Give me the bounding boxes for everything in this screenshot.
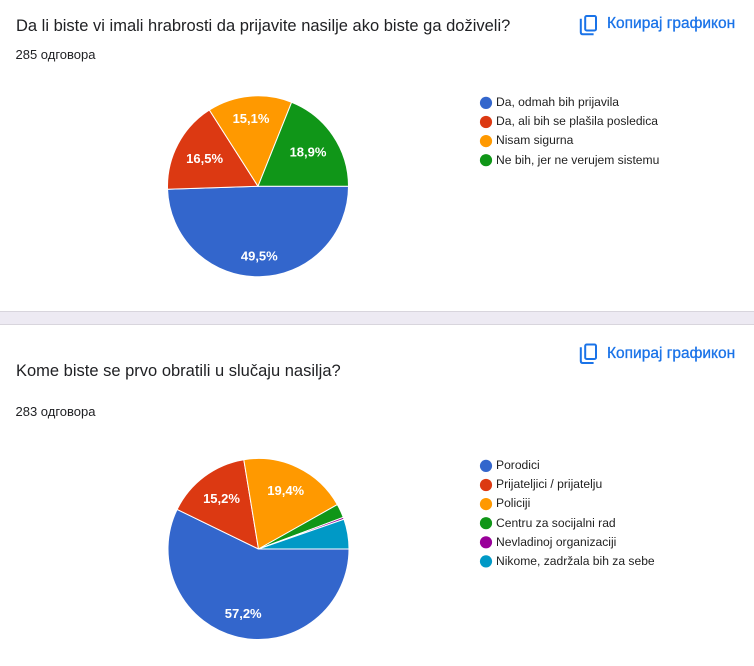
svg-text:16,5%: 16,5%	[186, 151, 223, 166]
svg-text:49,5%: 49,5%	[241, 249, 278, 264]
svg-text:15,1%: 15,1%	[233, 111, 270, 126]
svg-text:57,2%: 57,2%	[225, 606, 262, 621]
svg-text:18,9%: 18,9%	[290, 145, 327, 160]
svg-text:19,4%: 19,4%	[267, 483, 304, 498]
svg-text:15,2%: 15,2%	[203, 491, 240, 506]
